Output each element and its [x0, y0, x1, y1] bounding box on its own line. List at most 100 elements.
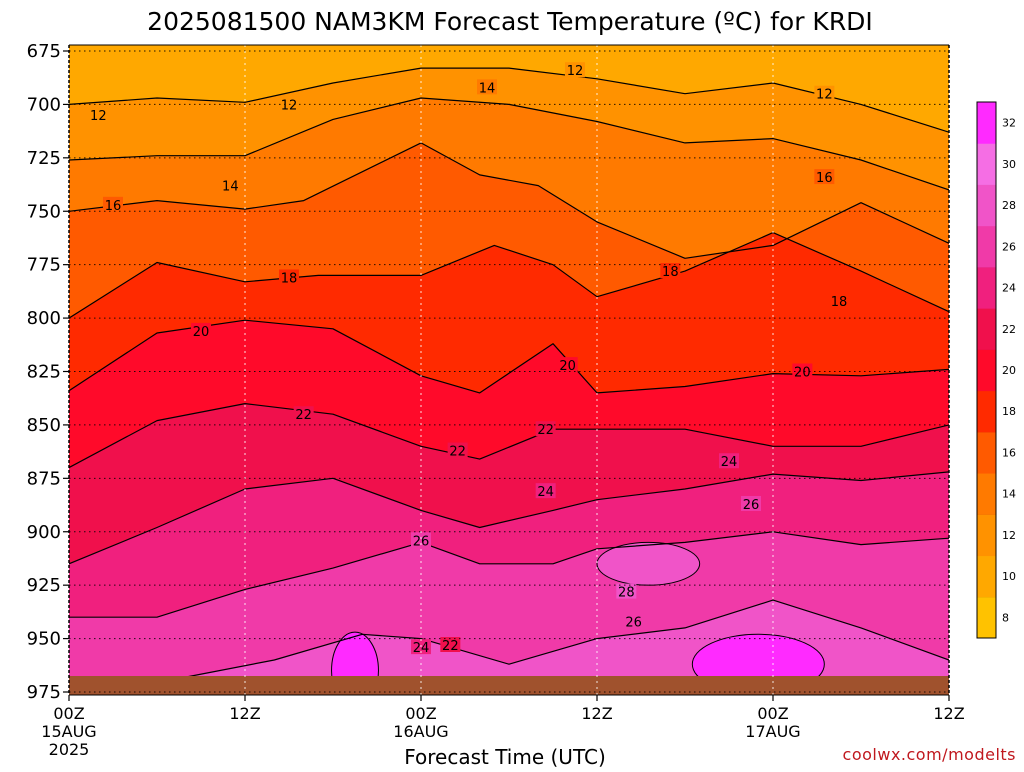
- contour-label: 22: [449, 445, 466, 460]
- contour-label: 22: [442, 639, 459, 654]
- contour-label: 20: [794, 366, 811, 381]
- contour-label-bg-6: [220, 177, 241, 193]
- warm-pocket-1: [331, 631, 379, 695]
- colorbar-swatch-26: [977, 225, 996, 268]
- contour-label-bg-23: [741, 495, 761, 511]
- colorbar: 8 10 12 14 16 18 20 22 24 26 28 30 32: [976, 101, 1016, 639]
- contour-label-bg-8: [814, 169, 835, 185]
- contour-label: 28: [618, 586, 635, 601]
- colorbar-swatch-12: [977, 514, 996, 557]
- contour-label-bg-18: [440, 636, 461, 652]
- isotherm-line-24: [69, 471, 949, 565]
- x-tick-year: 2025: [49, 740, 90, 759]
- contour-label-bg-5: [477, 79, 497, 95]
- contour-label-bg-19: [535, 483, 556, 499]
- colorbar-tick-label: 12: [1002, 529, 1016, 542]
- contour-label-bg-20: [719, 453, 739, 469]
- y-tick-label: 975: [27, 682, 61, 703]
- y-tick-label: 900: [27, 522, 61, 543]
- isotherm-line-26: [69, 531, 949, 618]
- x-tick-label: 00Z: [757, 704, 788, 723]
- x-tick-label: 12Z: [229, 704, 260, 723]
- chart-title: 2025081500 NAM3KM Forecast Temperature (…: [147, 7, 873, 36]
- colorbar-tick-label: 30: [1002, 158, 1016, 171]
- colorbar-tick-label: 10: [1002, 570, 1016, 583]
- colorbar-swatch-16: [977, 431, 996, 474]
- isotherm-line-12: [69, 67, 949, 133]
- isotherm-line-16: [69, 142, 949, 259]
- contour-label: 26: [743, 498, 760, 513]
- y-tick-label: 825: [27, 362, 61, 383]
- contour-label: 12: [567, 64, 584, 79]
- contour-label-bg-12: [191, 322, 211, 338]
- y-tick-label: 725: [27, 148, 61, 169]
- credit-text: coolwx.com/modelts: [843, 745, 1016, 764]
- colorbar-tick-label: 24: [1002, 282, 1016, 295]
- colorbar-swatch-28: [977, 184, 996, 227]
- colorbar-swatch-8: [977, 596, 996, 639]
- colorbar-tick-label: 32: [1002, 117, 1016, 130]
- contour-label: 12: [90, 109, 107, 124]
- isotherm-line-20: [69, 319, 949, 394]
- contour-label: 24: [721, 455, 738, 470]
- contour-label-bg-22: [411, 532, 431, 548]
- colorbar-tick-label: 14: [1002, 488, 1016, 501]
- colorbar-swatch-20: [977, 349, 996, 392]
- gridlines: [69, 45, 949, 695]
- contour-label: 18: [831, 295, 848, 310]
- isotherm-line-22: [69, 403, 949, 469]
- y-tick-label: 850: [27, 415, 61, 436]
- contour-label: 22: [295, 408, 312, 423]
- contour-label: 24: [413, 641, 430, 656]
- contour-label: 16: [105, 199, 122, 214]
- x-tick-label: 12Z: [933, 704, 964, 723]
- colorbar-frame: [976, 101, 997, 639]
- x-tick-label: 00Z: [405, 704, 436, 723]
- contour-label-bg-25: [616, 583, 637, 599]
- contour-label-bg-17: [535, 421, 556, 437]
- contour-label-bg-11: [829, 292, 849, 308]
- x-axis-label: Forecast Time (UTC): [404, 745, 606, 768]
- isotherm-line-18: [69, 232, 949, 319]
- x-tick-date: 17AUG: [745, 722, 800, 741]
- colorbar-tick-label: 28: [1002, 199, 1016, 212]
- x-tick-date: 15AUG: [41, 722, 96, 741]
- y-tick-label: 925: [27, 575, 61, 596]
- contour-label-bg-10: [660, 263, 681, 279]
- colorbar-tick-label: 16: [1002, 446, 1016, 459]
- colorbar-swatch-24: [977, 266, 996, 309]
- x-tick-label: 00Z: [53, 704, 84, 723]
- y-tick-label: 750: [27, 201, 61, 222]
- contour-label: 22: [537, 423, 554, 438]
- colorbar-tick-label: 22: [1002, 323, 1016, 336]
- y-tick-label: 950: [27, 629, 61, 650]
- contour-label: 14: [222, 180, 239, 195]
- colorbar-tick-label: 8: [1002, 611, 1009, 624]
- ground-band: [69, 676, 949, 695]
- colorbar-swatch-14: [977, 473, 996, 515]
- contour-label: 26: [625, 615, 642, 630]
- contour-label: 18: [281, 271, 298, 286]
- contour-label: 16: [816, 171, 833, 186]
- contour-label: 14: [479, 81, 496, 96]
- colorbar-tick-label: 26: [1002, 240, 1016, 253]
- contour-label: 24: [537, 485, 554, 500]
- contour-label: 12: [281, 98, 298, 113]
- x-tick-date: 16AUG: [393, 722, 448, 741]
- warm-pocket-3: [596, 541, 701, 586]
- contour-label-bg-15: [293, 406, 314, 422]
- colorbar-swatch-32: [977, 102, 996, 144]
- plot-area: 12 12 12 12 14 14 16 16 18 18 18 20 20 20 22 22 22 22 24 24…: [69, 45, 949, 695]
- contour-label-bg-4: [814, 85, 835, 101]
- colorbar-tick-label: 18: [1002, 405, 1016, 418]
- contour-label-bg-9: [279, 269, 299, 285]
- colorbar-swatch-10: [977, 555, 996, 598]
- contour-label: 18: [662, 265, 679, 280]
- colorbar-swatch-18: [977, 390, 996, 433]
- x-tick-label: 12Z: [581, 704, 612, 723]
- contour-label: 12: [816, 88, 833, 103]
- colorbar-swatch-22: [977, 308, 996, 350]
- colorbar-swatch-30: [977, 143, 996, 185]
- contour-label-bg-14: [792, 363, 813, 379]
